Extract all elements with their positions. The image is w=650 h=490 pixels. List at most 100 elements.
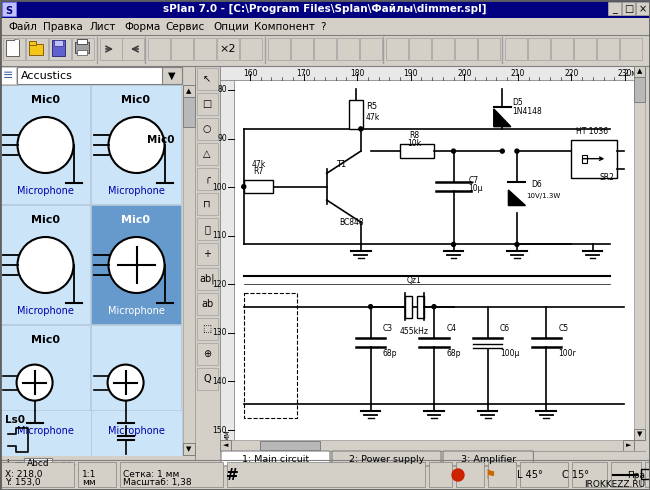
- Text: 2 мм: 2 мм: [623, 69, 642, 77]
- Bar: [611, 462, 641, 487]
- Text: Правка: Правка: [43, 22, 83, 32]
- Bar: [348, 100, 363, 129]
- Bar: [0, 66, 17, 85]
- Text: 160: 160: [242, 69, 257, 77]
- Text: D6: D6: [532, 180, 542, 189]
- Text: 170: 170: [296, 69, 311, 77]
- Text: −: −: [14, 457, 25, 469]
- Bar: [620, 38, 642, 60]
- Text: L 45°: L 45°: [517, 470, 543, 480]
- Bar: [0, 67, 16, 84]
- Text: Mic0: Mic0: [146, 135, 174, 145]
- Bar: [0, 18, 650, 35]
- Bar: [0, 85, 90, 204]
- Text: 47k: 47k: [366, 113, 380, 122]
- Text: Microphone: Microphone: [107, 426, 164, 436]
- Circle shape: [432, 305, 436, 309]
- Text: Qz1: Qz1: [407, 275, 422, 285]
- Bar: [409, 38, 431, 60]
- Text: ⚑: ⚑: [486, 468, 497, 482]
- Text: 68p: 68p: [446, 349, 461, 358]
- Circle shape: [452, 243, 456, 246]
- Bar: [0, 410, 91, 465]
- Text: C7: C7: [468, 175, 478, 185]
- Bar: [197, 168, 218, 190]
- Text: C 15°: C 15°: [562, 470, 590, 480]
- Bar: [0, 35, 650, 66]
- Bar: [1, 462, 74, 487]
- Bar: [641, 469, 650, 479]
- Text: 120: 120: [213, 280, 227, 289]
- Bar: [478, 38, 500, 60]
- Text: 140: 140: [213, 377, 227, 386]
- Polygon shape: [508, 190, 525, 206]
- Text: S: S: [5, 6, 12, 16]
- Text: Сетка: 1 мм: Сетка: 1 мм: [123, 469, 179, 479]
- Bar: [29, 44, 43, 55]
- Text: Опции: Опции: [213, 22, 249, 32]
- Polygon shape: [494, 109, 511, 127]
- Bar: [194, 38, 216, 60]
- Bar: [171, 38, 193, 60]
- Text: R8: R8: [410, 131, 419, 140]
- Text: Q: Q: [203, 374, 211, 384]
- Bar: [608, 2, 621, 15]
- Text: C6: C6: [500, 324, 510, 333]
- Text: Mic0: Mic0: [31, 215, 60, 225]
- Text: Y: 153,0: Y: 153,0: [5, 477, 40, 487]
- Bar: [72, 38, 94, 60]
- Circle shape: [452, 149, 456, 153]
- Text: ⊓: ⊓: [203, 199, 211, 209]
- Text: ?: ?: [320, 22, 325, 32]
- Text: sPlan 7.0 - [C:\Program Files\Splan\Файлы\dimmer.spl]: sPlan 7.0 - [C:\Program Files\Splan\Файл…: [163, 4, 487, 14]
- Text: R5: R5: [366, 102, 377, 111]
- Text: 1N4148: 1N4148: [512, 107, 542, 116]
- Text: Масштаб: 1,38: Масштаб: 1,38: [123, 477, 192, 487]
- Text: 10k: 10k: [408, 139, 422, 147]
- Circle shape: [242, 185, 246, 189]
- Bar: [220, 80, 234, 440]
- Bar: [52, 40, 65, 56]
- Text: мм: мм: [222, 429, 231, 441]
- Bar: [100, 38, 122, 60]
- Text: 80: 80: [217, 85, 227, 95]
- Text: Сервис: Сервис: [166, 22, 205, 32]
- Bar: [597, 38, 619, 60]
- FancyBboxPatch shape: [221, 451, 330, 466]
- Bar: [505, 38, 527, 60]
- Text: Mic0: Mic0: [31, 335, 60, 345]
- Bar: [54, 40, 63, 46]
- Bar: [183, 443, 195, 455]
- Text: _: _: [612, 4, 617, 14]
- Circle shape: [515, 149, 519, 153]
- Bar: [26, 38, 48, 60]
- Bar: [244, 294, 298, 418]
- Text: Microphone: Microphone: [16, 306, 73, 316]
- Bar: [227, 462, 425, 487]
- Bar: [17, 67, 182, 84]
- Bar: [162, 67, 182, 84]
- Bar: [574, 38, 596, 60]
- Circle shape: [359, 127, 363, 131]
- Text: ○: ○: [203, 124, 211, 134]
- Text: SR2: SR2: [600, 173, 615, 182]
- Bar: [551, 38, 573, 60]
- Bar: [197, 343, 218, 365]
- Bar: [29, 41, 36, 45]
- Text: 100r: 100r: [558, 349, 576, 358]
- Circle shape: [108, 365, 144, 401]
- Bar: [0, 325, 90, 444]
- Text: Форма: Форма: [125, 22, 161, 32]
- Text: 1: Main circuit: 1: Main circuit: [242, 455, 309, 464]
- Text: Mic0: Mic0: [122, 215, 151, 225]
- Text: ×2: ×2: [220, 44, 236, 54]
- Text: ▼: ▼: [637, 432, 642, 438]
- Bar: [260, 441, 320, 450]
- Text: 47k: 47k: [252, 160, 265, 169]
- Bar: [244, 180, 273, 194]
- Bar: [122, 38, 144, 60]
- Bar: [0, 205, 90, 324]
- Text: Accustics: Accustics: [21, 71, 73, 81]
- Bar: [197, 193, 218, 215]
- Text: Microphone: Microphone: [16, 186, 73, 196]
